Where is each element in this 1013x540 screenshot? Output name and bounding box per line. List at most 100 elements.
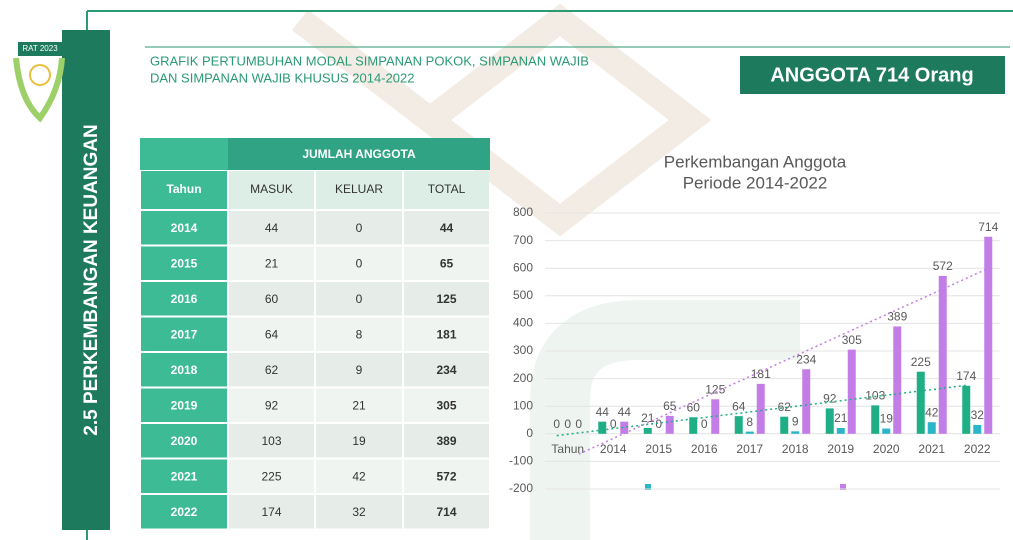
value-label: 0 bbox=[553, 417, 560, 431]
badge: RAT 2023 bbox=[22, 44, 58, 53]
bar bbox=[735, 416, 743, 434]
bar bbox=[791, 431, 799, 433]
value-label: 9 bbox=[792, 414, 799, 428]
value-label: 0 bbox=[564, 417, 571, 431]
value-label: 44 bbox=[618, 405, 632, 419]
column-header: MASUK bbox=[250, 182, 293, 196]
bar bbox=[882, 429, 890, 434]
table-text: 44 bbox=[440, 221, 454, 235]
slide: 2.5 PERKEMBANGAN KEUANGAN RAT 2023 GRAFI… bbox=[0, 0, 1013, 540]
x-tick-label: 2017 bbox=[736, 442, 763, 456]
y-tick-label: -100 bbox=[509, 454, 533, 468]
table-text: 103 bbox=[261, 434, 281, 448]
group-header: JUMLAH ANGGOTA bbox=[302, 147, 416, 161]
value-label: 0 bbox=[701, 417, 708, 431]
value-label: 572 bbox=[933, 259, 953, 273]
table-text: 0 bbox=[356, 292, 363, 306]
table-text: 2019 bbox=[171, 398, 198, 412]
bar bbox=[939, 276, 947, 434]
table-text: 21 bbox=[265, 256, 279, 270]
bar bbox=[928, 422, 936, 434]
table-text: 19 bbox=[352, 434, 366, 448]
table-text: 572 bbox=[436, 469, 456, 483]
bar bbox=[757, 384, 765, 434]
watermark bbox=[560, 330, 800, 540]
y-tick-label: 300 bbox=[513, 343, 533, 357]
value-label: 64 bbox=[732, 399, 746, 413]
value-label: 125 bbox=[705, 382, 725, 396]
heading: DAN SIMPANAN WAJIB KHUSUS 2014-2022 bbox=[150, 70, 414, 85]
value-label: 44 bbox=[596, 405, 610, 419]
table-text: 2016 bbox=[171, 292, 198, 306]
highlight: ANGGOTA 714 Orang bbox=[770, 64, 973, 86]
table-text: 174 bbox=[261, 505, 281, 519]
x-tick-label: 2016 bbox=[691, 442, 718, 456]
chart-title: Perkembangan Anggota bbox=[664, 152, 847, 171]
table-text: 2015 bbox=[171, 256, 198, 270]
table-text: 42 bbox=[352, 469, 366, 483]
table-text: 125 bbox=[436, 292, 456, 306]
table-text: 44 bbox=[265, 221, 279, 235]
y-tick-label: 600 bbox=[513, 260, 533, 274]
value-label: 42 bbox=[925, 405, 939, 419]
bar bbox=[746, 432, 754, 434]
bar bbox=[984, 237, 992, 434]
section-title: 2.5 PERKEMBANGAN KEUANGAN bbox=[81, 124, 102, 435]
value-label: 92 bbox=[823, 392, 837, 406]
y-tick-label: 100 bbox=[513, 398, 533, 412]
table-text: 225 bbox=[261, 469, 281, 483]
table-text: 9 bbox=[356, 363, 363, 377]
bar bbox=[802, 369, 810, 434]
y-tick-label: 700 bbox=[513, 233, 533, 247]
y-tick-label: 0 bbox=[526, 426, 533, 440]
table-text: 2014 bbox=[171, 221, 198, 235]
table-corner bbox=[140, 138, 228, 170]
table-text: 92 bbox=[265, 398, 279, 412]
value-label: 389 bbox=[887, 310, 907, 324]
table-text: 60 bbox=[265, 292, 279, 306]
bar bbox=[962, 386, 970, 434]
table-text: 2017 bbox=[171, 327, 198, 341]
x-tick-label: 2022 bbox=[964, 442, 991, 456]
value-label: 0 bbox=[610, 417, 617, 431]
x-tick-label: 2015 bbox=[645, 442, 672, 456]
column-header: TOTAL bbox=[428, 182, 466, 196]
column-header: KELUAR bbox=[335, 182, 383, 196]
y-tick-label: 400 bbox=[513, 316, 533, 330]
x-tick-label: 2021 bbox=[918, 442, 945, 456]
x-tick-label: 2014 bbox=[600, 442, 627, 456]
table-text: 2021 bbox=[171, 469, 198, 483]
table-text: 389 bbox=[436, 434, 456, 448]
y-tick-label: 800 bbox=[513, 205, 533, 219]
table-text: 181 bbox=[436, 327, 456, 341]
y-tick-label: 200 bbox=[513, 371, 533, 385]
table-text: 2022 bbox=[171, 505, 198, 519]
bar bbox=[780, 417, 788, 434]
table-text: 305 bbox=[436, 398, 456, 412]
bar bbox=[644, 428, 652, 434]
bar bbox=[826, 408, 834, 433]
x-tick-label: 2018 bbox=[782, 442, 809, 456]
table-text: 62 bbox=[265, 363, 279, 377]
table-text: 64 bbox=[265, 327, 279, 341]
bar bbox=[598, 422, 606, 434]
table-text: 21 bbox=[352, 398, 366, 412]
table-text: 32 bbox=[352, 505, 366, 519]
bar bbox=[871, 405, 879, 433]
bar bbox=[973, 425, 981, 434]
table-text: 8 bbox=[356, 327, 363, 341]
value-label: 32 bbox=[971, 408, 985, 422]
table-text: 65 bbox=[440, 256, 454, 270]
bar bbox=[689, 417, 697, 434]
bar bbox=[917, 372, 925, 434]
bar bbox=[848, 350, 856, 434]
chart-subtitle: Periode 2014-2022 bbox=[683, 173, 828, 192]
canvas: 2.5 PERKEMBANGAN KEUANGAN RAT 2023 GRAFI… bbox=[0, 0, 1013, 540]
table-text: 2018 bbox=[171, 363, 198, 377]
logo bbox=[30, 65, 50, 85]
value-label: 62 bbox=[778, 400, 792, 414]
bar bbox=[666, 416, 674, 434]
value-label: 225 bbox=[911, 355, 931, 369]
table-text: 0 bbox=[356, 221, 363, 235]
x-tick-label: 2019 bbox=[827, 442, 854, 456]
